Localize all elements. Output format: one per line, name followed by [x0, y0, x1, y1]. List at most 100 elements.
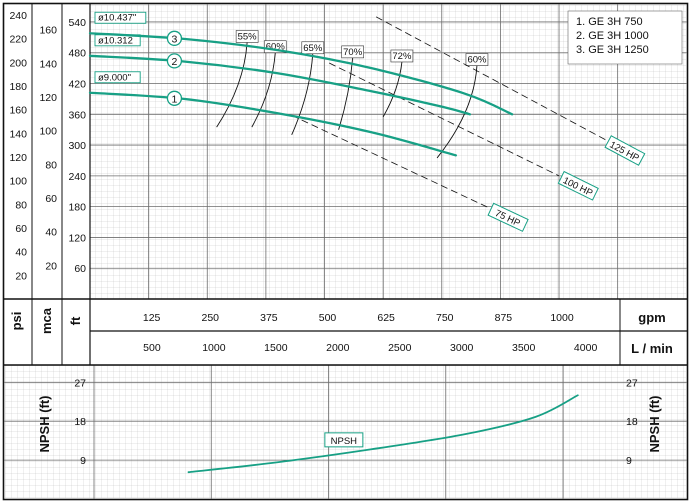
- psi-tick-label: 80: [15, 199, 27, 211]
- ft-axis-title: ft: [68, 316, 83, 325]
- efficiency-label: 60%: [467, 55, 487, 66]
- efficiency-label-box: [235, 30, 259, 43]
- mca-tick-label: 40: [45, 227, 57, 239]
- efficiency-line: [216, 42, 248, 128]
- ft-tick-label: 360: [68, 109, 86, 121]
- power-label-box: [487, 202, 529, 232]
- gpm-tick-label: 625: [377, 312, 395, 324]
- head-curve-1: [88, 91, 457, 157]
- ft-tick-label: 420: [68, 79, 86, 91]
- npsh-axis-title-left: NPSH (ft): [37, 395, 52, 452]
- impeller-label: ø10.437": [98, 13, 136, 24]
- npsh-tick-label-left: 27: [74, 377, 86, 389]
- impeller-label: ø9.000": [98, 72, 131, 83]
- curve-number-marker: [166, 30, 183, 46]
- legend-entry: 2. GE 3H 1000: [576, 30, 649, 42]
- npsh-tick-label-right: 9: [626, 455, 632, 467]
- npsh-label-box: [324, 432, 364, 448]
- gpm-axis-title: gpm: [638, 310, 665, 325]
- efficiency-label-box: [301, 41, 325, 55]
- psi-tick-label: 120: [9, 152, 27, 164]
- psi-tick-label: 20: [15, 270, 27, 282]
- gpm-tick-label: 875: [495, 312, 513, 324]
- efficiency-line: [251, 52, 276, 128]
- npsh-axis-title-right: NPSH (ft): [647, 395, 662, 452]
- npsh-label: NPSH: [331, 436, 358, 447]
- mca-tick-label: 100: [39, 126, 57, 138]
- gpm-tick-label: 125: [143, 312, 161, 324]
- efficiency-label: 60%: [266, 42, 286, 53]
- psi-tick-label: 40: [15, 247, 27, 259]
- impeller-label-box: [94, 71, 141, 84]
- gpm-tick-label: 375: [260, 312, 278, 324]
- curve-number-label: 3: [172, 33, 178, 45]
- ft-tick-label: 60: [74, 263, 86, 275]
- power-label-box: [604, 135, 646, 166]
- power-label-box: [557, 170, 599, 201]
- lmin-tick-label: 1500: [264, 342, 288, 354]
- efficiency-line: [436, 65, 478, 159]
- efficiency-line: [382, 61, 403, 118]
- ft-tick-label: 540: [68, 17, 86, 29]
- power-line: [329, 62, 560, 177]
- lmin-tick-label: 1000: [202, 342, 226, 354]
- efficiency-label: 55%: [238, 31, 258, 42]
- efficiency-label-box: [465, 53, 489, 66]
- psi-tick-label: 100: [9, 176, 27, 188]
- gpm-tick-label: 1000: [550, 312, 574, 324]
- lmin-tick-label: 3000: [450, 342, 474, 354]
- lmin-axis-title: L / min: [631, 341, 673, 356]
- legend-entry: 3. GE 3H 1250: [576, 44, 649, 56]
- npsh-plot-grid: [4, 365, 687, 499]
- mca-tick-label: 80: [45, 159, 57, 171]
- lmin-tick-label: 500: [143, 342, 161, 354]
- mca-tick-label: 20: [45, 260, 57, 272]
- efficiency-line: [291, 53, 314, 136]
- impeller-label-box: [94, 11, 147, 24]
- legend: 1. GE 3H 750 2. GE 3H 1000 3. GE 3H 1250: [567, 10, 683, 65]
- gpm-tick-label: 250: [201, 312, 219, 324]
- gpm-tick-label: 500: [319, 312, 337, 324]
- legend-entry: 1. GE 3H 750: [576, 16, 643, 28]
- efficiency-label: 72%: [392, 51, 412, 62]
- ft-tick-label: 480: [68, 48, 86, 60]
- lmin-tick-label: 2500: [388, 342, 412, 354]
- lmin-tick-label: 3500: [512, 342, 536, 354]
- npsh-tick-label-right: 18: [626, 416, 638, 428]
- mca-tick-label: 160: [39, 25, 57, 37]
- psi-tick-label: 140: [9, 128, 27, 140]
- curve-number-marker: [166, 53, 183, 69]
- mca-tick-label: 140: [39, 58, 57, 70]
- mca-tick-label: 60: [45, 193, 57, 205]
- impeller-label: ø10.312: [98, 35, 133, 46]
- psi-tick-label: 200: [9, 57, 27, 69]
- psi-tick-label: 220: [9, 34, 27, 46]
- efficiency-label-box: [390, 49, 414, 63]
- mca-tick-label: 120: [39, 92, 57, 104]
- npsh-tick-label-left: 18: [74, 416, 86, 428]
- legend-box: [567, 10, 683, 65]
- lmin-tick-label: 2000: [326, 342, 350, 354]
- npsh-tick-label-right: 27: [626, 377, 638, 389]
- mca-axis-title: mca: [39, 307, 54, 334]
- psi-tick-label: 180: [9, 81, 27, 93]
- psi-tick-label: 160: [9, 105, 27, 117]
- lmin-tick-label: 4000: [574, 342, 598, 354]
- psi-axis-title: psi: [9, 312, 24, 331]
- psi-tick-label: 240: [9, 10, 27, 22]
- efficiency-label-box: [341, 45, 364, 59]
- ft-tick-label: 240: [68, 171, 86, 183]
- efficiency-label: 70%: [343, 47, 363, 58]
- curve-number-label: 1: [172, 93, 178, 105]
- npsh-tick-label-left: 9: [80, 455, 86, 467]
- curve-number-marker: [166, 90, 183, 106]
- curve-number-label: 2: [172, 56, 178, 68]
- ft-tick-label: 180: [68, 202, 86, 214]
- power-line: [291, 114, 489, 209]
- npsh-fine-grid: [4, 365, 687, 499]
- gpm-tick-label: 750: [436, 312, 454, 324]
- ft-tick-label: 120: [68, 232, 86, 244]
- psi-tick-label: 60: [15, 223, 27, 235]
- axis-labels: 6012018024030036042048054020406080100120…: [9, 10, 673, 467]
